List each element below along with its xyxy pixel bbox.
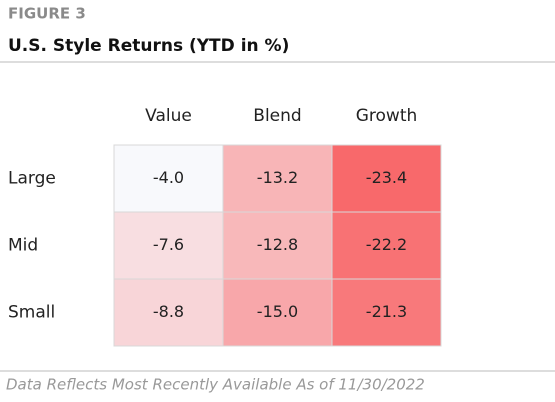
cell-value: -23.4 (366, 168, 407, 187)
column-header: Growth (356, 106, 418, 126)
row-header: Large (8, 169, 56, 189)
cell-value: -21.3 (366, 302, 407, 321)
heat-cell (222, 144, 333, 213)
heat-cell (222, 278, 333, 347)
heat-cell (113, 278, 224, 347)
heat-cell (113, 144, 224, 213)
footnote: Data Reflects Most Recently Available As… (6, 376, 425, 394)
cell-value: -7.6 (153, 235, 184, 254)
cell-value: -12.8 (257, 235, 298, 254)
cell-value: -4.0 (153, 168, 184, 187)
heat-cell (113, 211, 224, 280)
column-header: Blend (253, 106, 301, 126)
cell-value: -8.8 (153, 302, 184, 321)
row-header: Small (8, 303, 55, 323)
chart-title: U.S. Style Returns (YTD in %) (8, 36, 289, 56)
cell-value: -15.0 (257, 302, 298, 321)
cell-value: -22.2 (366, 235, 407, 254)
heat-cell (331, 144, 442, 213)
heat-cell (331, 211, 442, 280)
figure-label: FIGURE 3 (8, 5, 86, 23)
heat-cell (331, 278, 442, 347)
column-header: Value (145, 106, 192, 126)
row-header: Mid (8, 236, 38, 256)
cell-value: -13.2 (257, 168, 298, 187)
